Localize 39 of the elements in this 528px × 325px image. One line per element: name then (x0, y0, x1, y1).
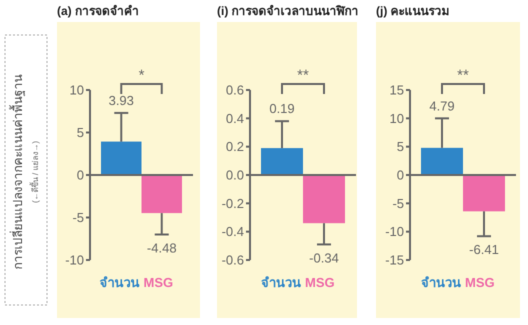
y-tick-label: -15 (385, 252, 404, 268)
text: * (138, 67, 145, 84)
y-tick-label: 5 (76, 125, 84, 140)
chart-title: (j) คะแนนรวม (376, 4, 450, 18)
y-tick-label: 0 (76, 168, 84, 182)
data-label: -6.41 (469, 242, 499, 258)
y-tick-label: -0.2 (222, 196, 244, 211)
x-tick-label: MSG (144, 275, 174, 290)
y-tick-label: -0.6 (222, 252, 244, 268)
data-label: 4.79 (429, 98, 455, 114)
y-tick-label: 10 (390, 110, 404, 126)
y-tick-label: 15 (390, 82, 404, 98)
chart-title: (a) การจดจำคำ (57, 4, 139, 18)
y-tick-label: 0.6 (226, 82, 244, 98)
y-tick-label: 5 (396, 139, 404, 154)
x-tick-label: MSG (465, 275, 495, 290)
text: ** (457, 67, 469, 84)
x-tick-label: จำนวน (261, 275, 301, 290)
text: ** (297, 67, 309, 84)
x-tick-label: จำนวน (100, 275, 140, 290)
y-tick-label: 0.4 (226, 110, 244, 126)
y-tick-label: 10 (70, 82, 84, 98)
y-tick-label: 0 (396, 168, 404, 182)
data-label: 0.19 (269, 101, 295, 116)
y-tick-label: -0.4 (222, 224, 244, 240)
chart-title: (i) การจดจำเวลาบนนาฬิกา (217, 4, 359, 18)
y-tick-label: -5 (392, 196, 404, 211)
y-tick-label: 0.2 (226, 139, 244, 154)
x-tick-label: จำนวน (421, 275, 461, 290)
y-tick-label: -10 (65, 252, 84, 268)
data-label: 3.93 (108, 92, 134, 108)
x-tick-label: MSG (305, 275, 335, 290)
y-tick-label: 0.0 (226, 168, 244, 182)
data-label: -0.34 (309, 250, 339, 266)
text: (←ดีขึ้น / แย่ลง→) (29, 140, 40, 203)
data-label: -4.48 (146, 240, 177, 256)
y-tick-label: -5 (72, 210, 84, 225)
y-axis-title: การเปลี่ยนแปลงจากคะแนนค่าพื้นฐาน (9, 74, 25, 270)
y-tick-label: -10 (385, 224, 404, 240)
